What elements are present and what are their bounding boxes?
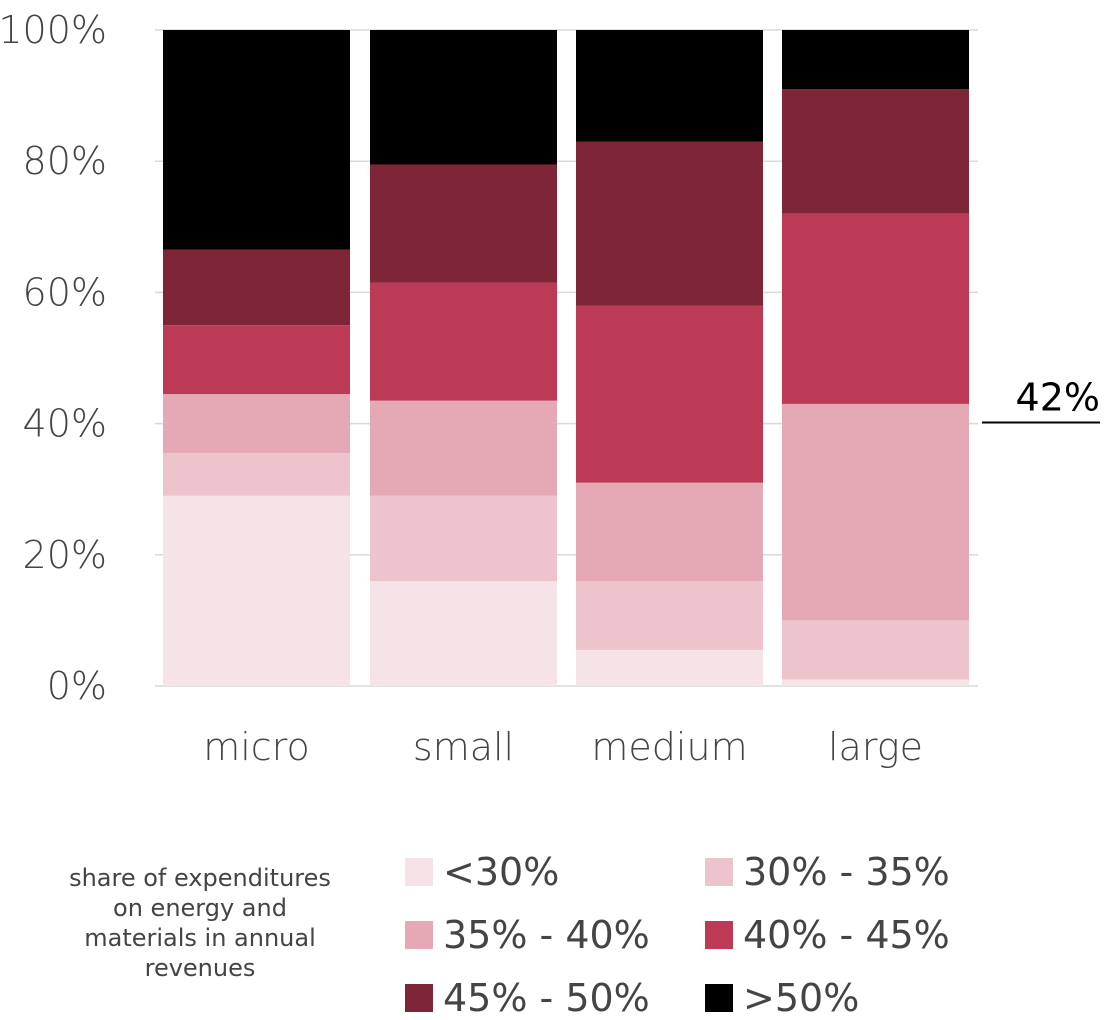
bar-segment xyxy=(782,403,969,621)
bar-segment xyxy=(370,400,557,496)
bar-segment xyxy=(576,141,763,306)
legend-swatch xyxy=(405,921,433,949)
y-tick-label: 40% xyxy=(23,402,107,446)
bar-segment xyxy=(370,30,557,165)
legend-swatch xyxy=(705,984,733,1012)
bar-segment xyxy=(163,30,350,250)
bar-segment xyxy=(782,620,969,680)
legend-swatch xyxy=(405,858,433,886)
y-tick-label: 80% xyxy=(23,139,107,183)
legend-label: 35% - 40% xyxy=(443,913,650,957)
bar-segment xyxy=(370,495,557,582)
bar-segment xyxy=(370,282,557,401)
bar-segment xyxy=(782,89,969,214)
legend-swatch xyxy=(705,858,733,886)
bar-segment xyxy=(782,30,969,90)
bar-segment xyxy=(782,679,969,686)
legend-label: >50% xyxy=(743,976,860,1020)
bar-segment xyxy=(370,581,557,686)
bar-segment xyxy=(163,453,350,496)
legend-item: 35% - 40% xyxy=(405,913,650,957)
x-tick-label: micro xyxy=(203,725,310,769)
legend-item: 45% - 50% xyxy=(405,976,650,1020)
legend-swatch xyxy=(405,984,433,1012)
legend-label: 45% - 50% xyxy=(443,976,650,1020)
bar-segment xyxy=(576,305,763,483)
x-tick-label: small xyxy=(413,725,514,769)
bar-segment xyxy=(163,249,350,326)
y-tick-label: 100% xyxy=(0,8,107,52)
x-tick-label: medium xyxy=(591,725,747,769)
bar-segment xyxy=(370,164,557,283)
bar-segment xyxy=(163,325,350,395)
y-tick-label: 60% xyxy=(23,270,107,314)
annotation-label: 42% xyxy=(1016,375,1100,419)
bar-segment xyxy=(576,649,763,686)
legend-item: 40% - 45% xyxy=(705,913,950,957)
legend-label: 40% - 45% xyxy=(743,913,950,957)
bar-segment xyxy=(782,213,969,404)
legend-label: 30% - 35% xyxy=(743,850,950,894)
stacked-bar-chart: 0% 20% 40% 60% 80% 100% micro small medium large 4… xyxy=(0,8,1100,769)
legend-item: 30% - 35% xyxy=(705,850,950,894)
y-tick-label: 0% xyxy=(47,664,107,708)
y-tick-label: 20% xyxy=(23,533,107,577)
legend-swatch xyxy=(705,921,733,949)
bar-segment xyxy=(576,482,763,582)
legend-label: <30% xyxy=(443,850,560,894)
bar-segment xyxy=(576,30,763,142)
bar-segment xyxy=(163,495,350,686)
legend-item: >50% xyxy=(705,976,859,1020)
x-tick-label: large xyxy=(828,725,923,769)
legend-item: <30% xyxy=(405,850,559,894)
bar-segment xyxy=(576,581,763,650)
bar-segment xyxy=(163,394,350,454)
legend-title: share of expenditures on energy and mate… xyxy=(69,864,331,982)
